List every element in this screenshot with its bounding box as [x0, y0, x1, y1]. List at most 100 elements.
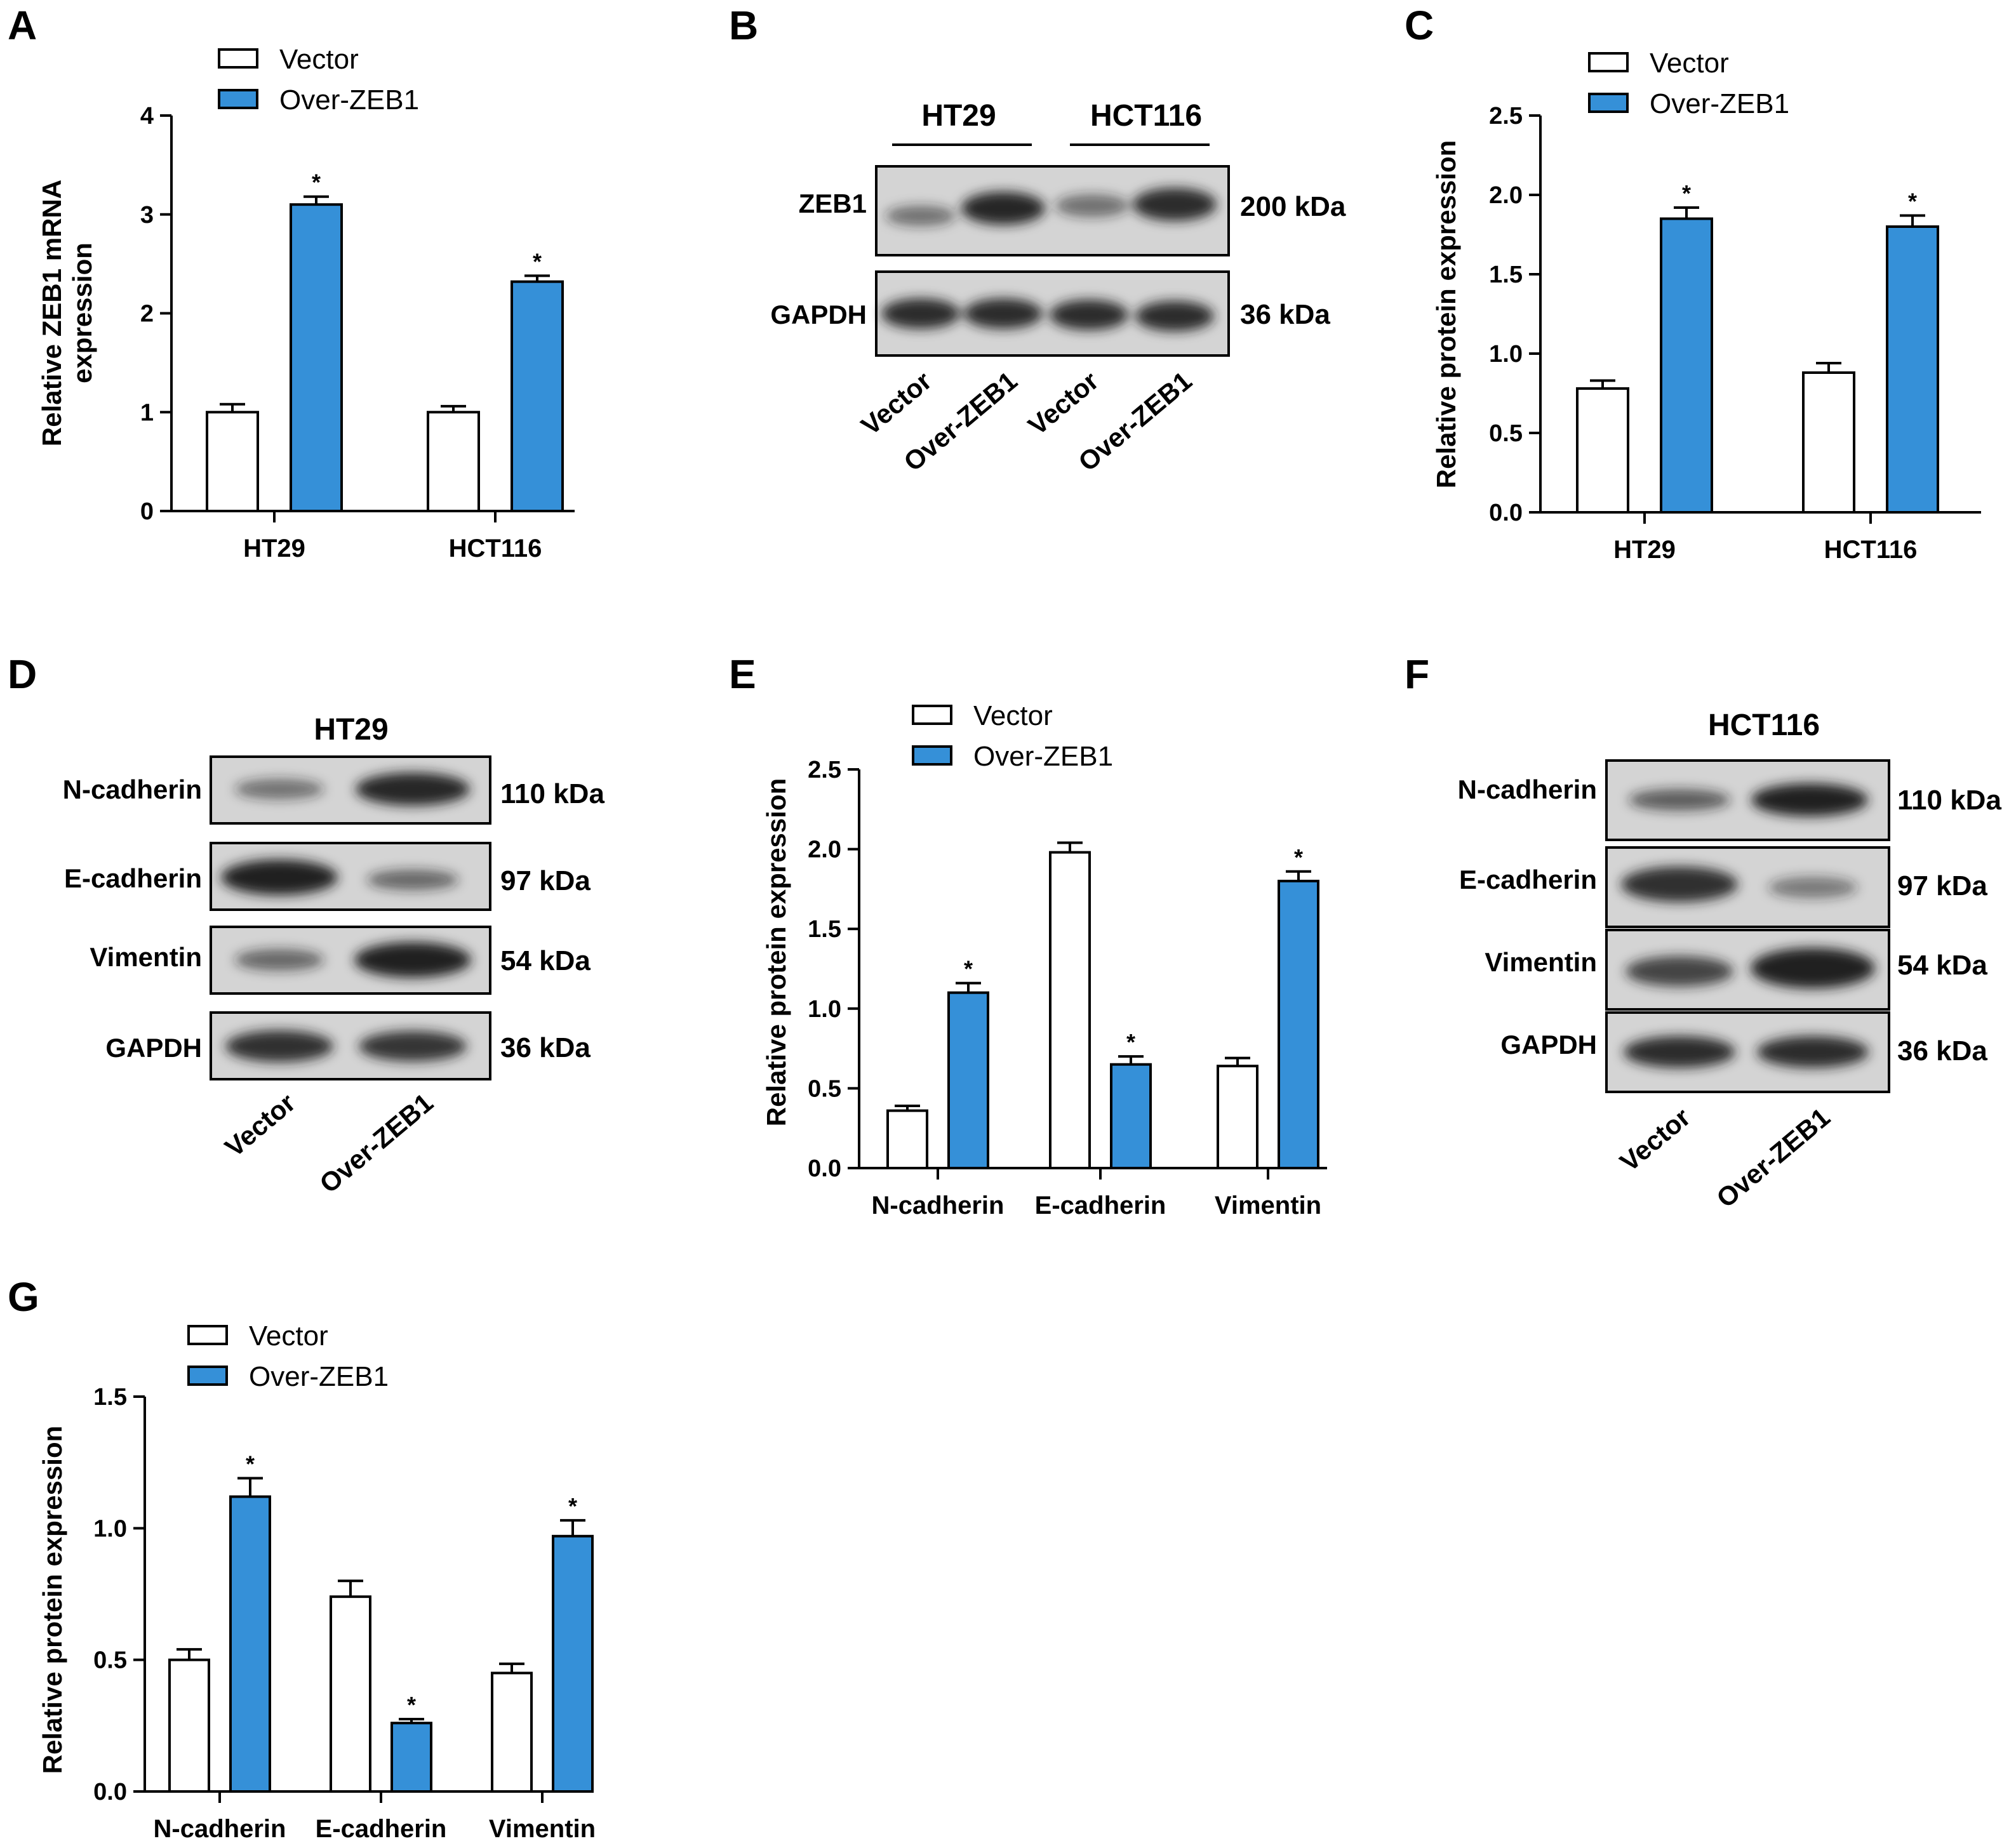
chart-c-legend-swatch-vector — [1588, 52, 1629, 72]
chart-e-bar-vector — [886, 1109, 928, 1169]
chart-a-ytick-label: 3 — [140, 202, 154, 229]
blot-d-kda-gapdh: 36 kDa — [500, 1032, 591, 1063]
chart-a-significance: * — [312, 169, 321, 196]
chart-e-ytick-label: 0.5 — [808, 1075, 841, 1102]
chart-e-ytick-label: 1.0 — [808, 996, 841, 1023]
blot-b-lane-1: Vector — [855, 366, 937, 441]
chart-e-category-label: N-cadherin — [872, 1192, 1005, 1220]
band — [1757, 1036, 1869, 1068]
chart-g-bar-vector — [491, 1672, 533, 1793]
blot-f-kda-vim: 54 kDa — [1897, 950, 1987, 981]
chart-g-ytick-label: 0.5 — [93, 1647, 127, 1674]
chart-g-category-label: E-cadherin — [316, 1815, 447, 1841]
band — [1751, 948, 1875, 988]
chart-e-bar-over-zeb1 — [1110, 1063, 1152, 1169]
blot-f-kda-ecad: 97 kDa — [1897, 870, 1987, 901]
chart-g-legend-swatch-vector — [187, 1325, 228, 1345]
chart-e-ytick-label: 2.0 — [808, 837, 841, 863]
chart-c-significance: * — [1682, 180, 1691, 206]
chart-g-significance: * — [246, 1451, 255, 1477]
panel-letter-d: D — [8, 651, 37, 697]
chart-a-significance: * — [533, 248, 542, 274]
chart-e-ytick-label: 0.0 — [808, 1155, 841, 1182]
blot-d-label-ncad: N-cadherin — [63, 774, 202, 804]
chart-a-legend-vector: Vector — [279, 44, 359, 75]
band — [1621, 867, 1738, 902]
chart-panel-a: 0 1 2 3 4 Relative ZEB1 mRNAexpression HT29 * HC… — [37, 44, 575, 562]
blot-f-label-gapdh: GAPDH — [1500, 1030, 1597, 1060]
western-blot-f: HCT116 N-cadherin E-cadherin Vimentin GA… — [1458, 708, 2002, 1213]
blot-f-label-ecad: E-cadherin — [1459, 865, 1597, 894]
band — [1133, 188, 1217, 221]
chart-e-category-label: E-cadherin — [1035, 1192, 1166, 1220]
chart-e-significance: * — [1126, 1029, 1135, 1055]
chart-c-ytick-label: 1.0 — [1489, 341, 1523, 368]
chart-panel-c: 0.0 0.5 1.0 1.5 2.0 2.5 Relative protein expre… — [1431, 48, 1981, 564]
chart-g-legend-vector: Vector — [249, 1320, 328, 1352]
chart-panel-e: 0.0 0.5 1.0 1.5 2.0 2.5 Relative protein expre… — [761, 700, 1327, 1220]
chart-a-ytick-label: 4 — [140, 103, 154, 130]
panel-letter-b: B — [729, 3, 758, 48]
band — [964, 298, 1043, 329]
chart-e-ylabel: Relative protein expression — [761, 778, 791, 1127]
western-blot-d: HT29 N-cadherin E-cadherin Vimentin GAPD… — [63, 713, 605, 1199]
chart-panel-g: 0.0 0.5 1.0 1.5 Relative protein expression N… — [37, 1320, 596, 1841]
chart-a-ytick-label: 0 — [140, 498, 154, 525]
chart-e-ylabel-line: Relative protein expression — [761, 778, 791, 1127]
chart-a-legend-swatch-over — [218, 89, 258, 109]
blot-f-kda-gapdh: 36 kDa — [1897, 1035, 1987, 1067]
chart-c-ytick-label: 2.5 — [1489, 103, 1523, 130]
chart-c-legend-vector: Vector — [1650, 48, 1729, 79]
blot-f-label-ncad: N-cadherin — [1458, 774, 1597, 804]
blot-f-title: HCT116 — [1708, 708, 1820, 742]
chart-c-bar-over-zeb1 — [1886, 225, 1939, 514]
chart-c-category-label: HCT116 — [1824, 536, 1918, 564]
chart-g-bar-vector — [168, 1658, 210, 1793]
blot-d-kda-ncad: 110 kDa — [500, 778, 604, 809]
blot-d-title: HT29 — [314, 713, 388, 747]
band — [881, 298, 960, 329]
panel-letter-f: F — [1405, 651, 1429, 697]
blot-b-group-hct116: HCT116 — [1090, 99, 1202, 133]
chart-e-bar-over-zeb1 — [1278, 879, 1319, 1169]
blot-f-lane-1: Vector — [1614, 1102, 1696, 1178]
chart-e-category-label: Vimentin — [1215, 1192, 1321, 1220]
blot-d-lane-2: Over-ZEB1 — [314, 1087, 439, 1199]
chart-e-ytick-label: 1.5 — [808, 916, 841, 943]
band — [225, 1030, 333, 1062]
chart-g-bar-over-zeb1 — [391, 1722, 432, 1793]
chart-a-ytick-label: 2 — [140, 301, 154, 328]
band — [1768, 877, 1857, 898]
panel-letter-g: G — [8, 1274, 39, 1320]
chart-e-bar-over-zeb1 — [947, 991, 989, 1170]
band — [356, 773, 470, 806]
band — [1751, 783, 1868, 816]
blot-d-label-vim: Vimentin — [90, 942, 202, 972]
panel-letter-a: A — [8, 3, 37, 48]
chart-a-ylabel: Relative ZEB1 mRNAexpression — [37, 180, 97, 446]
chart-c-significance: * — [1908, 189, 1917, 215]
chart-e-ytick-label: 2.5 — [808, 757, 841, 783]
chart-c-ytick-label: 2.0 — [1489, 182, 1523, 209]
chart-a-bar-vector — [206, 411, 259, 512]
chart-e-legend-over: Over-ZEB1 — [973, 741, 1113, 772]
band — [354, 942, 471, 978]
chart-a-bar-over-zeb1 — [511, 280, 564, 512]
chart-a-category-label: HCT116 — [449, 535, 542, 562]
band — [1055, 194, 1129, 217]
band — [1625, 956, 1733, 987]
blot-f-label-vim: Vimentin — [1485, 947, 1597, 977]
blot-d-kda-vim: 54 kDa — [500, 945, 591, 976]
panel-letter-c: C — [1405, 3, 1434, 48]
chart-c-category-label: HT29 — [1613, 536, 1676, 564]
blot-d-lane-1: Vector — [219, 1087, 301, 1163]
chart-c-bar-vector — [1576, 387, 1629, 514]
chart-e-legend-vector: Vector — [973, 700, 1053, 731]
band — [359, 1031, 467, 1061]
chart-e-significance: * — [1294, 844, 1303, 870]
chart-a-ylabel-line: expression — [67, 243, 97, 383]
chart-g-ylabel-line: Relative protein expression — [37, 1426, 67, 1774]
chart-a-bar-vector — [427, 411, 480, 512]
chart-a-category-label: HT29 — [243, 535, 305, 562]
